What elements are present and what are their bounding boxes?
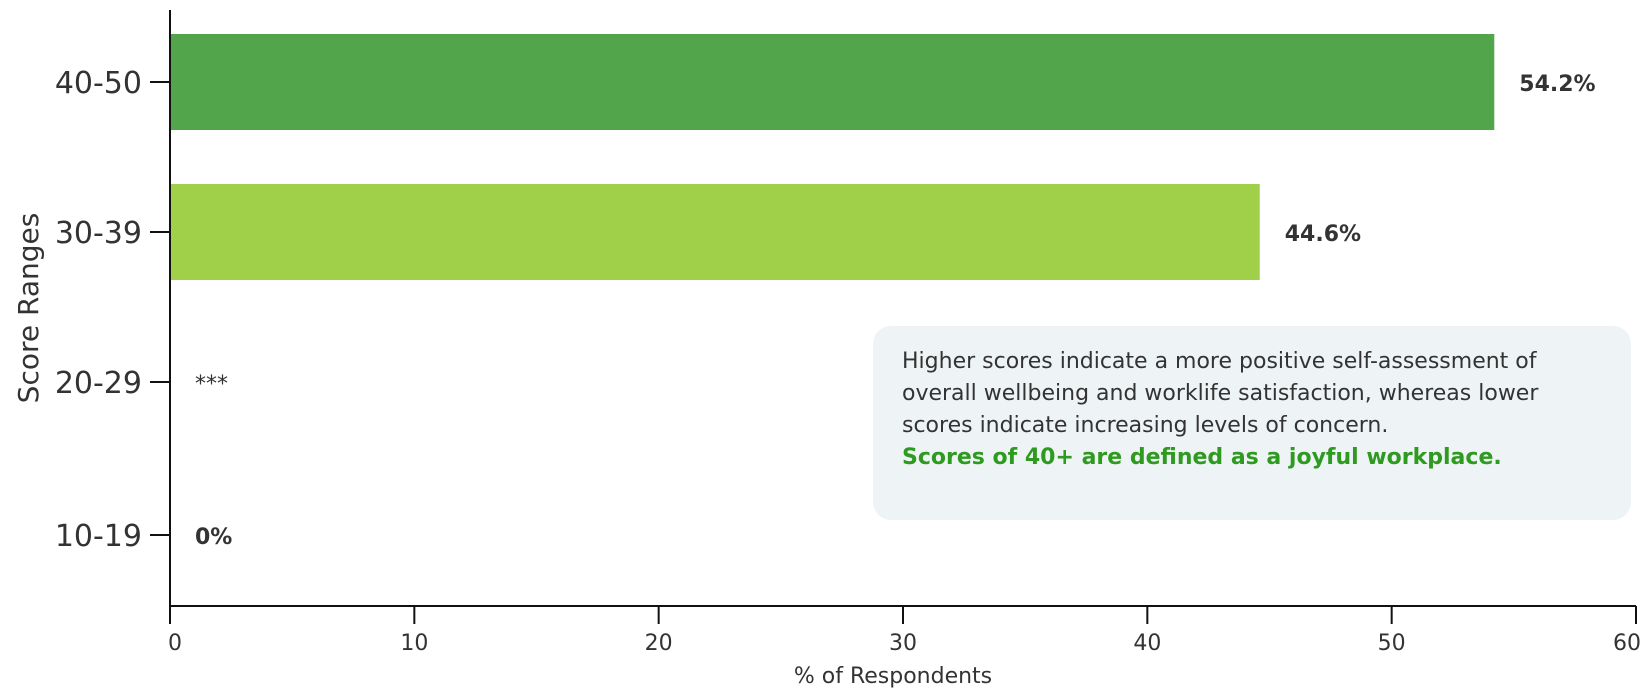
- annotation-highlight: Scores of 40+ are defined as a joyful wo…: [902, 445, 1502, 470]
- bar-30-39: [170, 184, 1260, 280]
- annotation-line-3: scores indicate increasing levels of con…: [902, 413, 1389, 438]
- x-tick-label-60: 60: [1613, 631, 1641, 656]
- annotation-line-1: Higher scores indicate a more positive s…: [902, 349, 1537, 374]
- x-tick-label-10: 10: [400, 631, 428, 656]
- x-tick-label-20: 20: [645, 631, 673, 656]
- x-axis-title: % of Respondents: [794, 664, 992, 689]
- axes-layer: [150, 10, 1637, 624]
- x-tick-label-40: 40: [1133, 631, 1161, 656]
- x-tick-label-0: 0: [168, 631, 182, 656]
- data-label-40-50: 54.2%: [1519, 72, 1595, 97]
- x-tick-label-30: 30: [889, 631, 917, 656]
- data-label-30-39: 44.6%: [1285, 222, 1361, 247]
- labels-layer: 54.2% 44.6% *** 0% 40-50 30-39 20-29 10-19 0 10 20…: [12, 66, 1641, 689]
- annotation-line-2: overall wellbeing and worklife satisfact…: [902, 381, 1539, 406]
- y-axis-title: Score Ranges: [12, 213, 45, 404]
- x-tick-label-50: 50: [1378, 631, 1406, 656]
- data-label-20-29: ***: [195, 372, 228, 397]
- data-label-10-19: 0%: [195, 525, 232, 550]
- bars-layer: [170, 34, 1495, 280]
- y-tick-label-20-29: 20-29: [55, 366, 142, 401]
- annotation-box: Higher scores indicate a more positive s…: [873, 326, 1631, 520]
- y-tick-label-30-39: 30-39: [55, 216, 142, 251]
- y-tick-label-10-19: 10-19: [55, 519, 142, 554]
- y-tick-label-40-50: 40-50: [55, 66, 142, 101]
- bar-40-50: [170, 34, 1495, 130]
